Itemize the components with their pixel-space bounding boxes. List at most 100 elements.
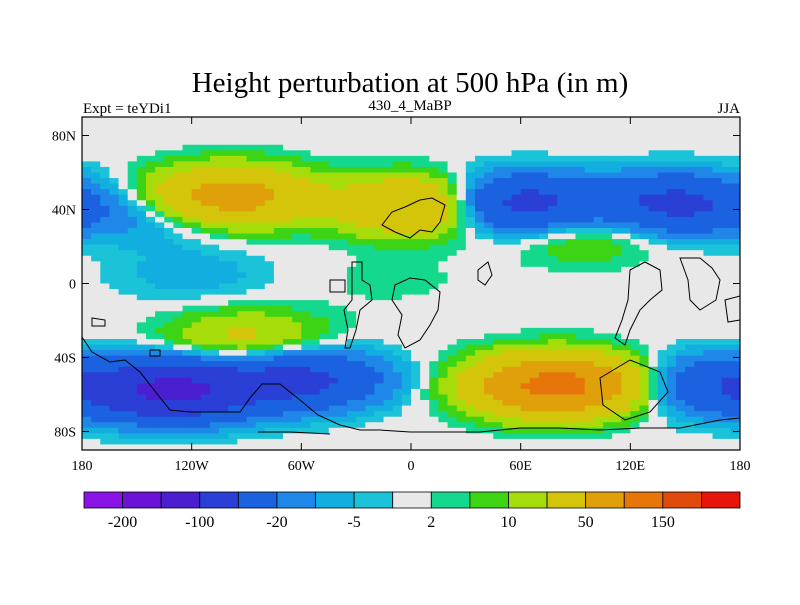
field-cell	[730, 305, 740, 312]
field-cell	[703, 283, 713, 290]
field-cell	[712, 178, 723, 184]
field-cell	[657, 233, 668, 240]
field-cell	[301, 155, 311, 162]
field-cell	[301, 400, 311, 406]
field-cell	[164, 283, 174, 290]
field-cell	[447, 150, 458, 157]
field-cell	[255, 400, 266, 406]
field-cell	[145, 144, 156, 151]
field-cell	[392, 150, 403, 157]
field-cell	[511, 322, 522, 329]
field-cell	[593, 438, 604, 445]
field-cell	[164, 244, 174, 251]
field-cell	[712, 422, 723, 429]
field-cell	[474, 266, 485, 273]
field-cell	[164, 155, 174, 162]
field-cell	[219, 400, 229, 406]
field-cell	[91, 377, 101, 384]
field-cell	[264, 216, 275, 223]
field-cell	[209, 416, 220, 423]
field-cell	[557, 411, 567, 418]
field-cell	[301, 211, 311, 218]
field-cell	[219, 444, 229, 450]
field-cell	[91, 355, 101, 362]
field-cell	[548, 316, 558, 323]
field-cell	[145, 361, 156, 368]
field-cell	[420, 194, 430, 201]
field-cell	[648, 411, 659, 418]
field-cell	[529, 377, 540, 384]
field-cell	[429, 166, 439, 173]
field-cell	[401, 305, 412, 312]
field-cell	[118, 200, 129, 207]
field-cell	[310, 155, 321, 162]
field-cell	[456, 222, 467, 229]
field-cell	[155, 316, 165, 323]
field-cell	[502, 239, 512, 246]
field-cell	[127, 327, 138, 334]
field-cell	[712, 300, 723, 307]
field-cell	[411, 422, 421, 429]
field-cell	[593, 183, 604, 190]
field-cell	[392, 339, 403, 345]
field-cell	[264, 166, 275, 173]
field-cell	[182, 139, 193, 146]
field-cell	[548, 444, 558, 450]
field-cell	[246, 344, 257, 351]
field-cell	[465, 394, 476, 401]
field-cell	[310, 444, 321, 450]
field-cell	[465, 255, 476, 262]
field-cell	[301, 366, 311, 373]
field-cell	[356, 200, 366, 207]
field-cell	[639, 311, 650, 318]
field-cell	[465, 350, 476, 357]
field-cell	[365, 244, 375, 251]
field-cell	[219, 283, 229, 290]
field-cell	[319, 322, 330, 329]
field-cell	[292, 411, 302, 418]
field-cell	[520, 155, 531, 162]
field-cell	[347, 211, 357, 218]
field-cell	[145, 277, 156, 284]
field-cell	[228, 244, 238, 251]
field-cell	[730, 228, 740, 234]
field-cell	[721, 289, 732, 295]
field-cell	[438, 166, 448, 173]
height-field	[82, 117, 740, 450]
field-cell	[109, 355, 119, 362]
field-cell	[127, 155, 138, 162]
colorbar-bin	[662, 491, 702, 509]
field-cell	[420, 366, 430, 373]
field-cell	[392, 333, 403, 340]
field-cell	[337, 250, 348, 257]
field-cell	[465, 372, 476, 379]
field-cell	[283, 283, 293, 290]
field-cell	[200, 194, 211, 201]
field-cell	[237, 377, 247, 384]
field-cell	[511, 339, 522, 345]
colorbar-label: -5	[347, 514, 360, 531]
field-cell	[219, 133, 229, 140]
field-cell	[657, 216, 668, 223]
field-cell	[82, 294, 92, 301]
field-cell	[82, 366, 92, 373]
field-cell	[401, 383, 412, 390]
field-cell	[456, 228, 467, 234]
field-cell	[548, 255, 558, 262]
field-cell	[228, 139, 238, 146]
field-cell	[493, 150, 503, 157]
field-cell	[401, 422, 412, 429]
field-cell	[255, 239, 266, 246]
field-cell	[292, 233, 302, 240]
field-cell	[474, 283, 485, 290]
field-cell	[438, 339, 448, 345]
y-tick-label: 80S	[54, 426, 76, 441]
field-cell	[447, 205, 458, 212]
field-cell	[529, 416, 540, 423]
field-cell	[273, 300, 284, 307]
field-cell	[630, 339, 640, 345]
field-cell	[721, 244, 732, 251]
field-cell	[356, 289, 366, 295]
field-cell	[502, 388, 512, 395]
field-cell	[593, 133, 604, 140]
